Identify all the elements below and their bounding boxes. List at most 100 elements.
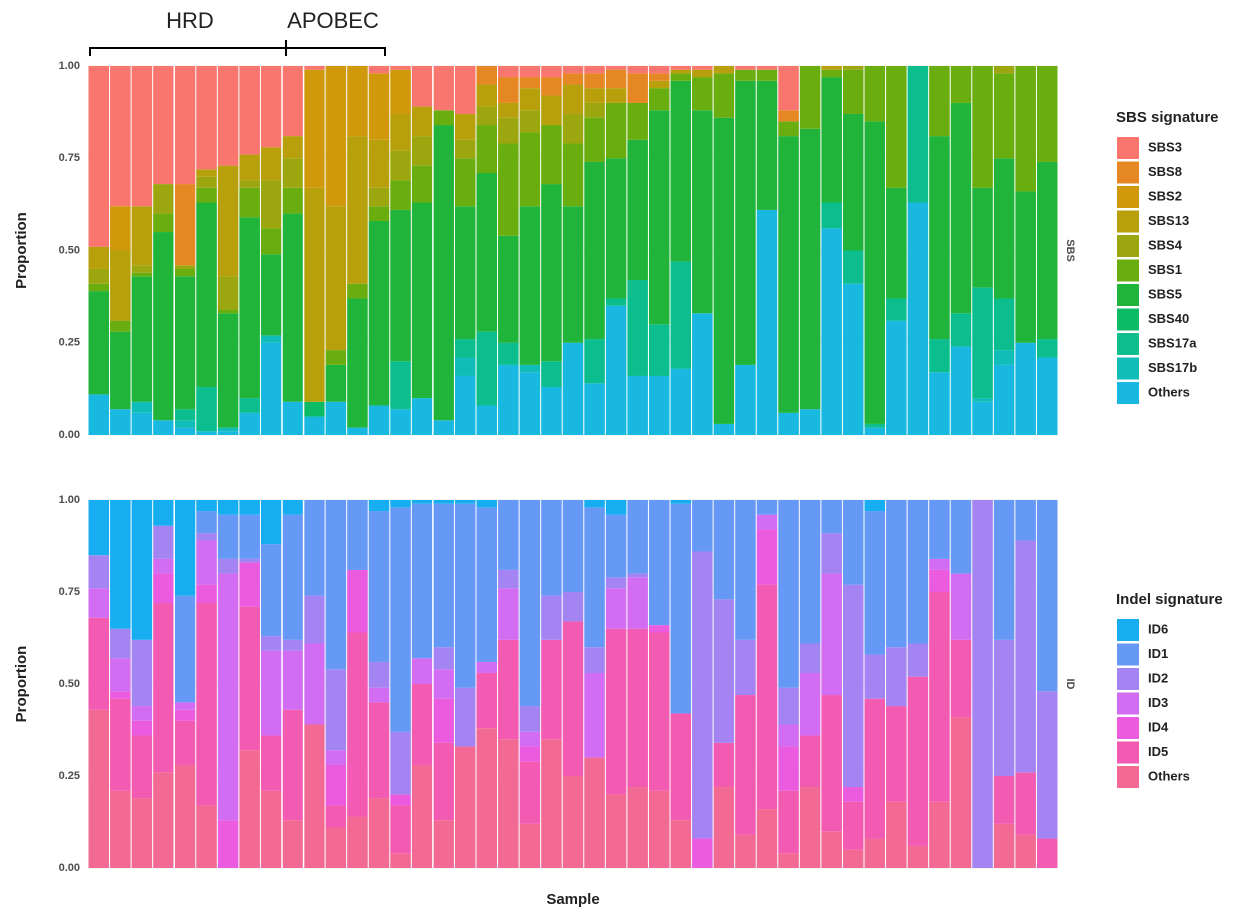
- bar-segment: [584, 73, 605, 89]
- legend-swatch: [1117, 235, 1139, 257]
- bar-segment: [541, 387, 562, 435]
- bar-segment: [842, 500, 864, 585]
- bar-segment: [476, 106, 498, 126]
- bar-segment: [131, 272, 153, 277]
- bar-segment: [605, 588, 627, 629]
- bar-segment: [605, 69, 627, 89]
- bar-segment: [433, 669, 454, 699]
- bar-segment: [174, 595, 196, 703]
- bar-segment: [735, 364, 756, 435]
- bar-segment: [110, 500, 131, 629]
- bar-segment: [282, 639, 304, 651]
- bar-segment: [454, 66, 476, 114]
- bar-segment: [627, 375, 648, 435]
- bar-segment: [584, 383, 605, 435]
- bar-segment: [864, 698, 886, 839]
- bar-segment: [735, 66, 756, 70]
- bar-segment: [217, 276, 239, 310]
- bar-segment: [627, 280, 648, 376]
- bar-segment: [454, 375, 476, 435]
- bar-segment: [713, 73, 735, 118]
- bar-segment: [864, 838, 886, 868]
- legend-title: SBS signature: [1116, 109, 1219, 126]
- bar-segment: [411, 165, 433, 203]
- bar-segment: [390, 361, 411, 410]
- bar-segment: [196, 202, 217, 388]
- bar-segment: [217, 820, 239, 868]
- bar-segment: [562, 500, 584, 592]
- bar-segment: [217, 500, 239, 515]
- bar-segment: [433, 66, 454, 111]
- bar-segment: [950, 313, 972, 347]
- bar-segment: [993, 350, 1015, 365]
- bar-segment: [713, 742, 735, 788]
- bar-segment: [1015, 540, 1036, 773]
- bar-segment: [1036, 691, 1058, 839]
- bar-segment: [196, 187, 217, 203]
- bar-segment: [476, 672, 498, 729]
- bar-segment: [131, 265, 153, 273]
- bar-segment: [562, 342, 584, 435]
- bar-segment: [454, 139, 476, 159]
- bar-segment: [756, 69, 778, 81]
- bar-segment: [1015, 834, 1036, 868]
- bar-segment: [993, 158, 1015, 299]
- bar-segment: [778, 724, 799, 747]
- bar-segment: [584, 161, 605, 340]
- bar-segment: [88, 500, 110, 556]
- bar-segment: [239, 187, 260, 218]
- bar-segment: [842, 283, 864, 435]
- bar-segment: [196, 584, 217, 604]
- bar-segment: [498, 117, 519, 144]
- bar-segment: [541, 595, 562, 640]
- bar-segment: [282, 158, 304, 188]
- bar-segment: [217, 427, 239, 432]
- bar-segment: [584, 647, 605, 673]
- bar-segment: [886, 187, 907, 299]
- bar-segment: [799, 643, 821, 673]
- bar-segment: [217, 558, 239, 574]
- bar-segment: [390, 150, 411, 181]
- bar-segment: [584, 117, 605, 162]
- bar-segment: [929, 801, 950, 868]
- bar-segment: [907, 66, 929, 203]
- bar-segment: [131, 639, 153, 707]
- bar-segment: [390, 794, 411, 806]
- bar-segment: [347, 283, 368, 299]
- bar-segment: [390, 805, 411, 854]
- legend-swatch: [1117, 766, 1139, 788]
- legend-label: ID4: [1148, 719, 1169, 734]
- bar-segment: [454, 500, 476, 504]
- bar-segment: [131, 500, 153, 640]
- bar-segment: [627, 500, 648, 574]
- bar-segment: [304, 724, 325, 868]
- bar-segment: [131, 206, 153, 266]
- bar-segment: [239, 66, 260, 155]
- bar-segment: [821, 695, 842, 832]
- bar-segment: [153, 500, 174, 526]
- bar-segment: [498, 500, 519, 570]
- bar-segment: [110, 331, 131, 410]
- bar-segment: [110, 66, 131, 207]
- bar-segment: [325, 350, 347, 365]
- bar-segment: [778, 412, 799, 435]
- bar-segment: [304, 416, 325, 435]
- bar-segment: [239, 606, 260, 751]
- bar-segment: [799, 735, 821, 788]
- bar-segment: [260, 180, 282, 229]
- bar-segment: [799, 672, 821, 736]
- y-axis-title: Proportion: [13, 646, 30, 723]
- bar-segment: [239, 154, 260, 181]
- bar-segment: [174, 66, 196, 185]
- bar-segment: [368, 702, 390, 799]
- bar-segment: [541, 95, 562, 126]
- bar-segment: [260, 500, 282, 545]
- bar-segment: [153, 66, 174, 185]
- bar-segment: [864, 121, 886, 424]
- bar-segment: [541, 66, 562, 78]
- bar-segment: [584, 66, 605, 74]
- bar-segment: [1015, 772, 1036, 835]
- bar-segment: [347, 298, 368, 428]
- bar-segment: [433, 820, 454, 868]
- bar-segment: [950, 639, 972, 718]
